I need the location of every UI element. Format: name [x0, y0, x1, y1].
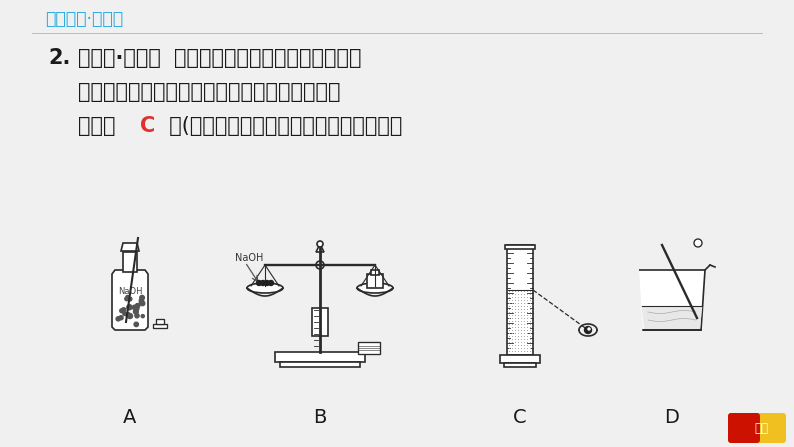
Text: 的是（: 的是（: [78, 116, 129, 136]
Text: 廹实基础·逐点练: 廹实基础·逐点练: [45, 10, 123, 28]
Circle shape: [125, 297, 129, 301]
Text: D: D: [665, 408, 680, 427]
Bar: [504, 363, 536, 367]
Bar: [371, 270, 379, 275]
FancyBboxPatch shape: [728, 413, 760, 443]
Circle shape: [119, 316, 123, 320]
Bar: [358, 342, 380, 354]
Circle shape: [116, 317, 120, 321]
Circle shape: [135, 304, 140, 308]
Text: ）(提示：氢氧化钔易潮解且具有腑蚀性）: ）(提示：氢氧化钔易潮解且具有腑蚀性）: [156, 116, 403, 136]
Circle shape: [133, 306, 139, 311]
Text: C: C: [513, 408, 526, 427]
Circle shape: [128, 297, 132, 301]
Text: 《中考·青岛》: 《中考·青岛》: [78, 48, 161, 68]
Polygon shape: [642, 306, 703, 329]
Text: B: B: [314, 408, 326, 427]
Circle shape: [141, 315, 145, 318]
Circle shape: [133, 309, 138, 314]
Circle shape: [260, 281, 265, 286]
Bar: [156, 319, 164, 324]
Text: A: A: [123, 408, 137, 427]
Circle shape: [317, 241, 323, 247]
FancyBboxPatch shape: [728, 413, 786, 443]
Circle shape: [316, 261, 324, 269]
Circle shape: [588, 328, 590, 330]
Circle shape: [123, 312, 126, 316]
Text: NaOH: NaOH: [118, 287, 142, 295]
Bar: [505, 245, 535, 249]
Text: 氧化钔溶液，部分操作如下图所示，其中不正确: 氧化钔溶液，部分操作如下图所示，其中不正确: [78, 82, 341, 102]
Bar: [500, 355, 540, 363]
Bar: [507, 245, 533, 355]
Bar: [123, 252, 137, 272]
Circle shape: [139, 299, 144, 303]
Text: NaOH: NaOH: [235, 253, 264, 263]
Circle shape: [127, 305, 132, 310]
Circle shape: [120, 309, 124, 313]
Ellipse shape: [247, 283, 283, 293]
Circle shape: [126, 295, 129, 299]
Circle shape: [128, 313, 133, 319]
Bar: [367, 274, 383, 288]
Circle shape: [264, 281, 269, 286]
Circle shape: [140, 301, 144, 305]
Polygon shape: [112, 270, 148, 330]
Text: C: C: [140, 116, 156, 136]
Circle shape: [268, 281, 273, 286]
Text: 返回: 返回: [754, 422, 768, 434]
Polygon shape: [316, 244, 324, 252]
Bar: [275, 352, 365, 362]
Circle shape: [584, 326, 592, 333]
Circle shape: [135, 314, 139, 318]
Circle shape: [141, 301, 145, 306]
Bar: [153, 324, 167, 328]
Circle shape: [134, 322, 138, 327]
Circle shape: [133, 305, 137, 309]
Polygon shape: [121, 243, 139, 251]
Ellipse shape: [357, 283, 393, 293]
Circle shape: [125, 312, 130, 317]
Polygon shape: [639, 270, 705, 330]
Text: 2.: 2.: [48, 48, 71, 68]
Circle shape: [256, 281, 261, 286]
Circle shape: [694, 239, 702, 247]
Circle shape: [121, 308, 125, 312]
Bar: [312, 308, 328, 336]
Text: 实验室配制一定溶质质量分数的氢: 实验室配制一定溶质质量分数的氢: [174, 48, 361, 68]
Bar: [280, 362, 360, 367]
Circle shape: [140, 295, 145, 300]
